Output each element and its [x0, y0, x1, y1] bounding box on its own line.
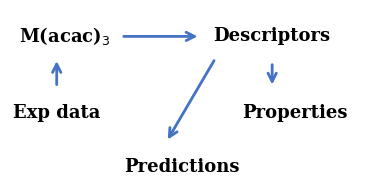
Text: Exp data: Exp data [13, 104, 101, 122]
Text: Properties: Properties [242, 104, 348, 122]
Text: Descriptors: Descriptors [214, 27, 331, 45]
Text: M(acac)$_3$: M(acac)$_3$ [19, 25, 110, 47]
Text: Predictions: Predictions [124, 159, 239, 176]
